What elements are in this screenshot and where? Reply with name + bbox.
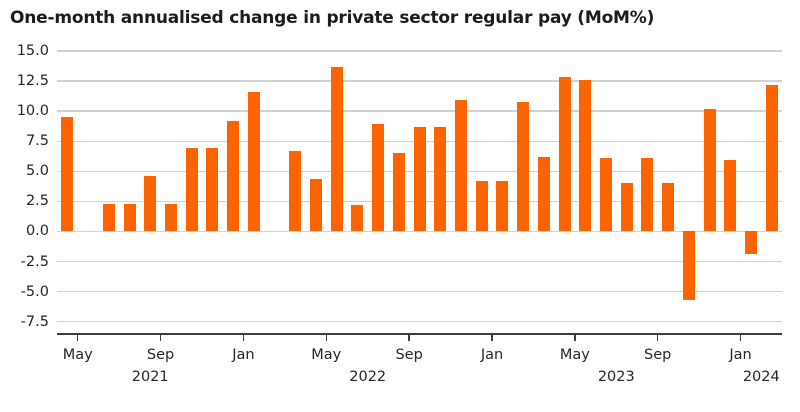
- x-tick-label: Sep: [395, 347, 423, 363]
- bar-jul-2023: [620, 183, 633, 232]
- x-tick: [77, 335, 79, 341]
- bar-dec-2023: [724, 160, 737, 232]
- bar-jun-2023: [599, 158, 612, 232]
- x-tick-label: May: [559, 347, 590, 363]
- bar-mar-2023: [537, 156, 550, 232]
- x-tick: [242, 335, 245, 341]
- x-tick-label: May: [311, 347, 342, 363]
- x-tick: [408, 335, 410, 341]
- x-tick-label: May: [62, 347, 93, 363]
- bar-sep-2023: [662, 183, 675, 232]
- bar-may-2022: [330, 66, 343, 232]
- gridline--2.5: [57, 260, 782, 263]
- bar-mar-2022: [289, 150, 302, 232]
- y-tick-label: -5.0: [20, 283, 49, 300]
- chart-title: One-month annualised change in private s…: [10, 8, 655, 28]
- bar-dec-2021: [227, 120, 240, 232]
- y-tick-label: 7.5: [25, 133, 49, 150]
- bar-oct-2021: [185, 148, 198, 232]
- bar-jul-2021: [123, 203, 136, 232]
- y-tick-label: -7.5: [20, 313, 49, 330]
- year-label-2024: 2024: [742, 369, 780, 385]
- year-label-2023: 2023: [597, 369, 635, 385]
- bar-jul-2022: [372, 124, 385, 232]
- x-tick-label: Jan: [480, 347, 504, 363]
- bar-oct-2022: [434, 126, 447, 232]
- x-tick: [574, 335, 576, 341]
- bar-aug-2021: [144, 176, 157, 232]
- bar-aug-2022: [392, 153, 405, 232]
- bar-nov-2021: [206, 148, 219, 232]
- bar-feb-2023: [517, 101, 530, 232]
- bar-apr-2021: [61, 117, 74, 232]
- bar-nov-2022: [454, 100, 467, 232]
- year-label-2021: 2021: [131, 369, 169, 385]
- x-tick-label: Jan: [729, 347, 752, 363]
- x-tick-label: Jan: [232, 347, 255, 363]
- bar-feb-2024: [765, 84, 778, 232]
- bar-jun-2021: [102, 203, 115, 232]
- gridline--5.0: [57, 290, 782, 293]
- x-tick: [325, 335, 327, 341]
- y-tick-label: 12.5: [16, 73, 49, 90]
- bar-jan-2024: [744, 231, 757, 255]
- bar-aug-2023: [641, 158, 654, 232]
- x-tick: [159, 335, 162, 341]
- y-tick-label: -2.5: [20, 253, 49, 270]
- x-axis-line: [57, 333, 782, 335]
- x-tick: [491, 335, 493, 341]
- y-tick-label: 15.0: [16, 43, 49, 59]
- bar-oct-2023: [682, 231, 695, 300]
- gridline-10.0: [57, 110, 782, 112]
- gridline-15.0: [57, 50, 782, 52]
- x-tick-label: Sep: [146, 347, 175, 363]
- bar-apr-2023: [558, 77, 571, 232]
- y-tick-label: 2.5: [25, 193, 49, 210]
- gridline-12.5: [57, 80, 782, 82]
- x-tick: [739, 335, 742, 341]
- x-tick: [657, 335, 659, 341]
- x-tick-label: Sep: [644, 347, 672, 363]
- bar-dec-2022: [475, 180, 488, 232]
- bar-jun-2022: [351, 204, 364, 232]
- gridline--7.5: [57, 320, 782, 323]
- bar-sep-2021: [164, 203, 177, 232]
- bar-sep-2022: [413, 126, 426, 232]
- gridline-0.0: [57, 230, 782, 233]
- bar-jan-2023: [496, 180, 509, 232]
- bar-jan-2022: [247, 91, 260, 232]
- bar-apr-2022: [309, 178, 322, 232]
- y-tick-label: 0.0: [25, 223, 49, 240]
- bar-may-2023: [579, 79, 592, 232]
- year-label-2022: 2022: [349, 369, 387, 385]
- bar-nov-2023: [703, 108, 716, 232]
- y-tick-label: 10.0: [16, 103, 49, 120]
- y-tick-label: 5.0: [25, 163, 49, 180]
